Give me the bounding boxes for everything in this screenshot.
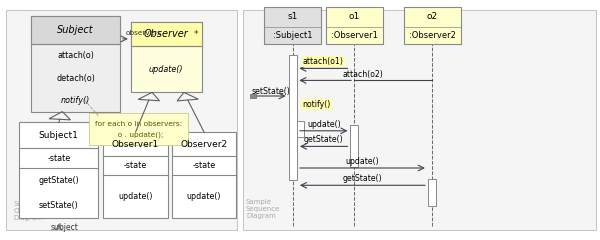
FancyBboxPatch shape: [350, 125, 358, 167]
FancyBboxPatch shape: [19, 122, 98, 218]
FancyBboxPatch shape: [243, 10, 596, 230]
Text: *: *: [194, 30, 199, 39]
Text: update(): update(): [307, 120, 341, 129]
Text: Observer2: Observer2: [181, 140, 227, 149]
Text: s1: s1: [287, 12, 298, 21]
Text: update(): update(): [149, 65, 184, 73]
Text: Observer: Observer: [144, 29, 188, 39]
FancyBboxPatch shape: [31, 16, 120, 112]
Text: o2: o2: [427, 12, 437, 21]
Text: observers: observers: [126, 30, 162, 36]
Text: :Subject1: :Subject1: [273, 31, 313, 40]
FancyBboxPatch shape: [89, 113, 188, 145]
Text: -state: -state: [193, 161, 215, 170]
Text: update(): update(): [346, 157, 379, 166]
Text: setState(): setState(): [39, 201, 79, 210]
Text: getState(): getState(): [38, 176, 79, 186]
Text: -state: -state: [124, 161, 147, 170]
Text: for each o in observers:: for each o in observers:: [95, 121, 182, 127]
Text: attach(o1): attach(o1): [303, 57, 344, 66]
Text: o1: o1: [349, 12, 359, 21]
FancyBboxPatch shape: [428, 179, 436, 206]
FancyBboxPatch shape: [131, 22, 202, 46]
FancyBboxPatch shape: [31, 16, 120, 44]
FancyBboxPatch shape: [172, 132, 236, 218]
Text: update(): update(): [187, 192, 221, 201]
Text: Subject: Subject: [57, 25, 94, 35]
FancyBboxPatch shape: [6, 10, 237, 230]
Text: Sample
Sequence
Diagram: Sample Sequence Diagram: [246, 199, 280, 219]
Text: notify(): notify(): [302, 100, 331, 109]
Text: notify(): notify(): [61, 96, 90, 105]
Text: Sample
Class
Diagram: Sample Class Diagram: [13, 201, 43, 221]
Text: Observer1: Observer1: [112, 140, 159, 149]
Text: o . update();: o . update();: [113, 132, 163, 138]
Text: detach(o): detach(o): [56, 73, 95, 83]
FancyBboxPatch shape: [265, 7, 322, 44]
FancyBboxPatch shape: [404, 7, 461, 44]
Text: attach(o): attach(o): [57, 51, 94, 60]
Text: subject: subject: [51, 223, 79, 233]
Text: :Observer2: :Observer2: [409, 31, 455, 40]
Text: attach(o2): attach(o2): [342, 70, 383, 79]
FancyBboxPatch shape: [250, 94, 256, 98]
FancyBboxPatch shape: [325, 7, 383, 44]
FancyBboxPatch shape: [131, 22, 202, 92]
Text: getState(): getState(): [343, 174, 382, 183]
Text: setState(): setState(): [252, 87, 290, 96]
FancyBboxPatch shape: [289, 55, 296, 180]
Text: :Observer1: :Observer1: [331, 31, 377, 40]
Text: Subject1: Subject1: [39, 131, 79, 140]
FancyBboxPatch shape: [296, 121, 304, 137]
Text: getState(): getState(): [304, 135, 344, 144]
Text: update(): update(): [118, 192, 153, 201]
FancyBboxPatch shape: [103, 132, 168, 218]
Text: -state: -state: [47, 154, 70, 163]
